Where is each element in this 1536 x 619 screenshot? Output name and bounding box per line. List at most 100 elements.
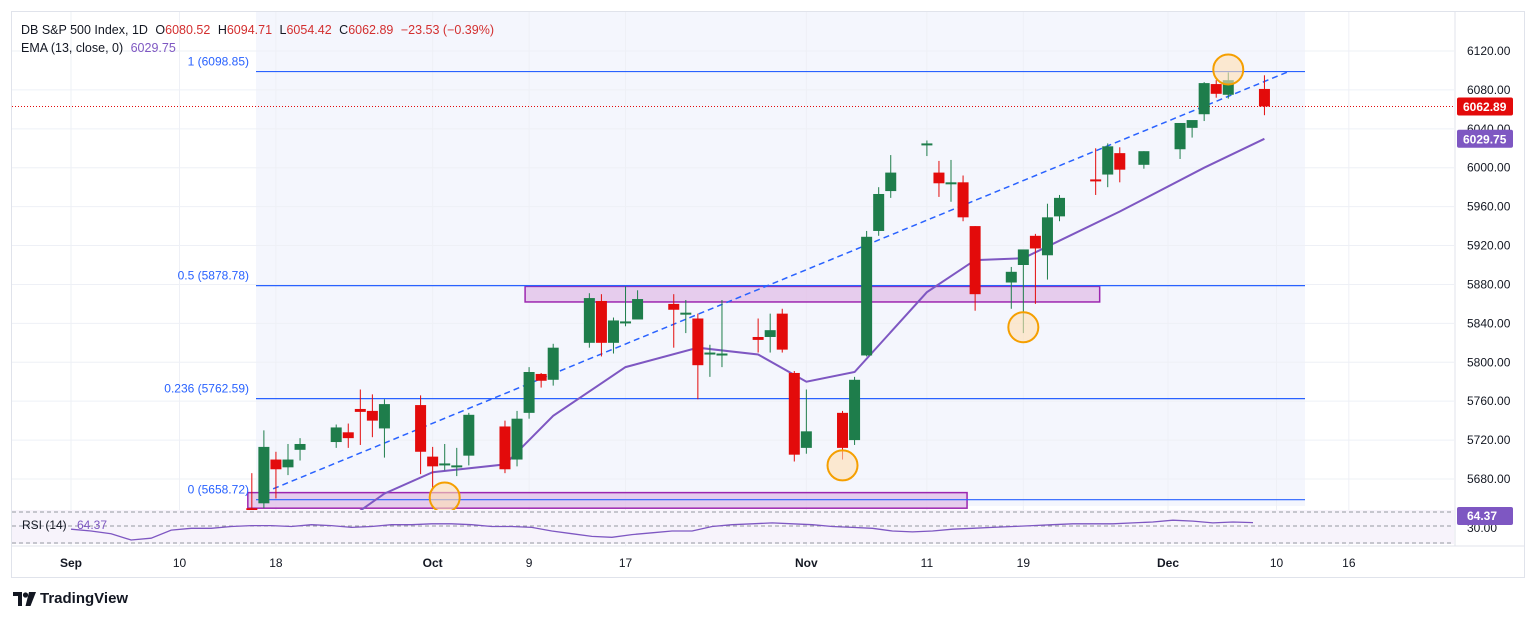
candle-body xyxy=(704,352,716,355)
candle-body xyxy=(354,408,366,412)
candle-body xyxy=(1041,217,1053,256)
candle-body xyxy=(1198,83,1210,115)
logo-text: TradingView xyxy=(40,590,129,607)
candle-body xyxy=(921,143,933,146)
high-number: 6094.71 xyxy=(226,23,273,37)
highlight-circle xyxy=(1212,53,1245,86)
highlight-circle xyxy=(428,481,461,514)
candle-body xyxy=(837,412,849,448)
x-tick-label: Dec xyxy=(1157,556,1179,570)
candle-body xyxy=(258,446,270,504)
candle-body xyxy=(1258,88,1270,107)
candle-body xyxy=(1114,153,1126,170)
x-tick-label: 16 xyxy=(1342,556,1356,570)
candle-body xyxy=(1005,271,1017,283)
last-price-badge: 6062.89 xyxy=(1463,100,1507,114)
ema-badge: 6029.75 xyxy=(1463,132,1507,146)
candle-body xyxy=(632,299,644,320)
close-number: 6062.89 xyxy=(348,23,394,37)
last-price-badge-bg xyxy=(1457,97,1513,116)
candle-body xyxy=(692,318,704,366)
candle-body xyxy=(427,456,439,467)
candle-body xyxy=(1090,179,1102,182)
x-tick-label: 11 xyxy=(921,556,934,570)
y-tick-label: 6120.00 xyxy=(1467,44,1511,58)
candle-body xyxy=(378,404,390,429)
y-tick-label: 5680.00 xyxy=(1467,472,1511,486)
candle-body xyxy=(342,432,354,439)
x-tick-label: 10 xyxy=(173,556,187,570)
candle-body xyxy=(1210,84,1222,94)
candle-body xyxy=(523,372,535,413)
fib-level-label: 0.5 (5878.78) xyxy=(178,269,249,283)
highlight-circle xyxy=(1007,311,1040,344)
open-number: 6080.52 xyxy=(165,23,211,37)
open-label: O xyxy=(155,23,166,37)
candle-body xyxy=(415,405,427,452)
candle-body xyxy=(499,426,511,470)
candle-body xyxy=(535,373,547,381)
support-zone xyxy=(524,285,1101,303)
candle-body xyxy=(764,330,776,337)
tradingview-logo-icon xyxy=(13,591,36,606)
tradingview-logo[interactable]: TradingView xyxy=(13,590,128,607)
y-tick-label: 5840.00 xyxy=(1467,316,1511,330)
x-tick-label: 9 xyxy=(526,556,533,570)
rsi-line xyxy=(70,519,1254,541)
ema-header: EMA (13, close, 0) 6029.75 xyxy=(21,41,180,55)
x-tick-label: 19 xyxy=(1017,556,1031,570)
rsi-badge-bg xyxy=(1457,507,1513,525)
y-tick-label: 5920.00 xyxy=(1467,239,1511,253)
x-tick-label: 10 xyxy=(1270,556,1284,570)
y-tick-label: 5880.00 xyxy=(1467,277,1511,291)
x-tick-label: Sep xyxy=(60,556,82,570)
change-value: −23.53 (−0.39%) xyxy=(400,23,494,37)
fib-level-label: 0 (5658.72) xyxy=(188,483,249,497)
fib-level-label: 1 (6098.85) xyxy=(188,55,249,69)
candle-body xyxy=(1102,146,1114,175)
candle-body xyxy=(1174,122,1186,150)
candle-body xyxy=(1029,235,1041,249)
candle-body xyxy=(788,372,800,455)
highlight-circle xyxy=(826,449,859,482)
candle-body xyxy=(716,353,728,356)
rsi-badge: 64.37 xyxy=(1467,509,1497,523)
symbol-title: DB S&P 500 Index, 1D xyxy=(21,23,148,37)
support-zone xyxy=(247,491,968,509)
low-label: L xyxy=(279,23,287,37)
y-tick-label: 5800.00 xyxy=(1467,355,1511,369)
candle-body xyxy=(463,414,475,456)
ema-label: EMA (13, close, 0) xyxy=(21,41,124,55)
x-tick-label: 17 xyxy=(619,556,633,570)
candle-body xyxy=(776,313,788,350)
candle-body xyxy=(945,182,957,185)
candle-body xyxy=(282,459,294,468)
candle-body xyxy=(873,193,885,231)
candle-body xyxy=(366,410,378,421)
x-tick-label: Oct xyxy=(423,556,443,570)
candle-body xyxy=(1222,80,1234,95)
candle-body xyxy=(885,172,897,192)
candle-body xyxy=(1138,151,1150,165)
candle-body xyxy=(330,427,342,443)
ohlc-header: DB S&P 500 Index, 1D O6080.52 H6094.71 L… xyxy=(21,23,498,37)
candle-body xyxy=(680,312,692,315)
trendline xyxy=(263,70,1289,494)
x-tick-label: Nov xyxy=(795,556,818,570)
rsi-label: RSI (14) xyxy=(22,518,67,532)
candle-body xyxy=(439,463,451,466)
price-chart[interactable]: 1 (6098.85) 0.5 (5878.78) 0.236 (5762.59) 0… xyxy=(12,12,1526,579)
candle-body xyxy=(800,431,812,448)
candle-body xyxy=(511,418,523,460)
candle-body xyxy=(933,172,945,184)
y-tick-label: 6080.00 xyxy=(1467,83,1511,97)
candle-body xyxy=(861,236,873,356)
candle-body xyxy=(270,459,282,470)
candle-body xyxy=(294,443,306,450)
candle-body xyxy=(607,320,619,343)
candle-body xyxy=(1017,249,1029,265)
candle-body xyxy=(451,465,463,468)
candle-body xyxy=(957,182,969,218)
ema-badge-bg xyxy=(1457,129,1513,148)
candle-body xyxy=(620,321,632,324)
